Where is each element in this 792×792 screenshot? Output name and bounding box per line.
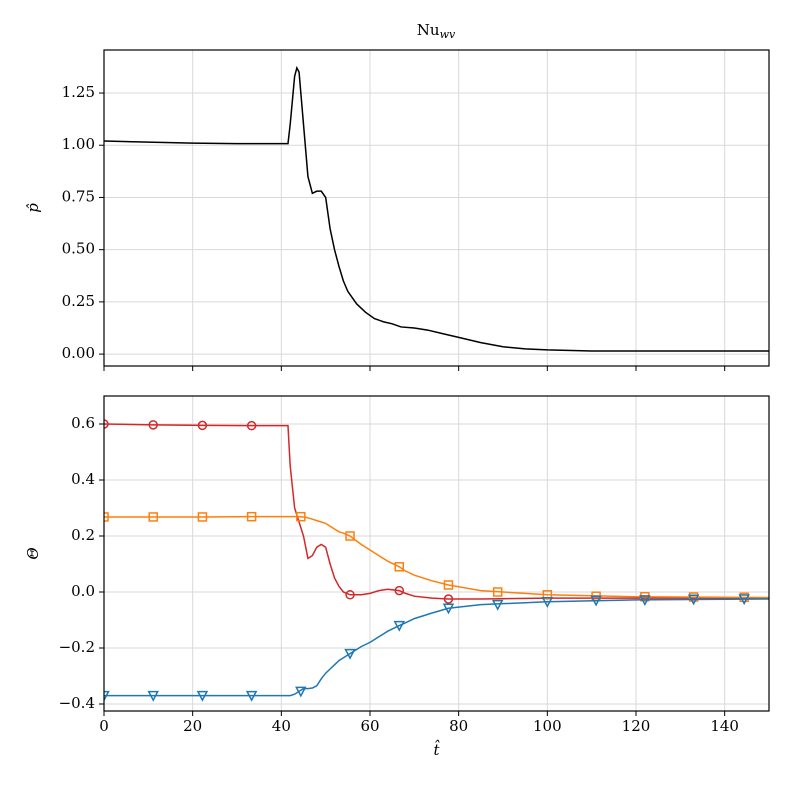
series-line [104, 65, 769, 352]
series-line [104, 515, 769, 599]
y-axis-label: p̂ [24, 203, 42, 213]
marker [492, 587, 503, 597]
axes-frame [103, 395, 770, 712]
x-tick-label: 140 [710, 717, 739, 735]
y-tick-label: 0.4 [71, 470, 95, 488]
marker [590, 595, 602, 607]
marker [639, 595, 651, 606]
plot-area [104, 65, 769, 352]
marker [104, 512, 109, 522]
x-tick-label: 100 [533, 717, 562, 735]
marker [246, 420, 257, 431]
title-sub: wv [440, 28, 456, 41]
y-axis-label: Θ [24, 547, 42, 559]
marker [246, 511, 257, 522]
marker [296, 511, 306, 522]
marker [245, 690, 258, 702]
x-tick-label: 60 [360, 717, 379, 735]
marker [345, 590, 355, 600]
x-tick-label: 40 [272, 717, 291, 735]
axes-frame [103, 49, 770, 367]
y-tick-label: −0.4 [59, 694, 95, 712]
y-tick-label: 0.25 [62, 292, 95, 310]
marker [345, 531, 355, 541]
marker [491, 599, 504, 611]
y-tick-label: 0.2 [71, 526, 95, 544]
x-tick-label: 0 [99, 717, 109, 735]
marker [147, 690, 159, 702]
x-tick-label: 20 [183, 717, 202, 735]
y-tick-label: 0.6 [71, 414, 95, 432]
marker [394, 585, 405, 596]
marker [295, 686, 307, 698]
marker [344, 648, 356, 660]
x-tick-label: 80 [449, 717, 468, 735]
marker [104, 419, 109, 429]
marker [148, 420, 158, 430]
y-tick-label: 0.0 [71, 582, 95, 600]
series-line [104, 423, 769, 600]
y-tick-label: 1.00 [62, 135, 95, 153]
marker [148, 512, 158, 522]
plot-area [104, 419, 769, 702]
marker [541, 597, 554, 608]
marker [687, 594, 700, 606]
series-line [104, 598, 769, 697]
marker [443, 580, 454, 590]
y-tick-label: −0.2 [59, 638, 95, 656]
marker [197, 512, 208, 522]
title-main: Nu [417, 21, 440, 39]
x-axis-label: t̂ [433, 740, 440, 759]
marker [196, 690, 209, 702]
y-tick-label: 1.25 [62, 83, 95, 101]
marker [738, 594, 750, 606]
marker [394, 562, 405, 572]
marker [442, 603, 455, 615]
y-tick-label: 0.00 [62, 344, 95, 362]
marker [197, 420, 208, 431]
chart-title: Nuwv [417, 21, 456, 41]
y-tick-label: 0.75 [62, 187, 95, 205]
marker [542, 590, 553, 600]
y-tick-label: 0.50 [62, 240, 95, 258]
marker [104, 690, 110, 702]
marker [393, 620, 406, 632]
x-tick-label: 120 [622, 717, 651, 735]
marker [443, 594, 454, 604]
